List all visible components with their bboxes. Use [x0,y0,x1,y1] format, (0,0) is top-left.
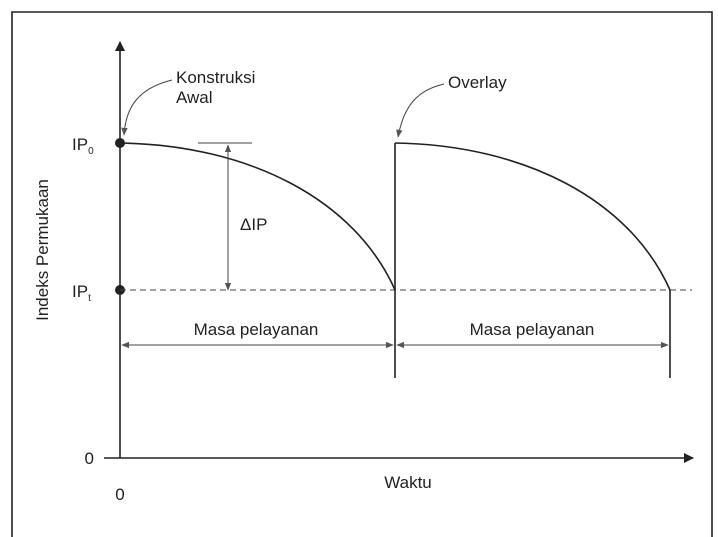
annotation: Konstruksi Awal [176,68,255,107]
annotation-arrow [396,83,445,138]
y-axis-label: Indeks Permukaan [33,179,52,321]
delta-label: ΔIP [240,215,267,234]
frame [11,11,713,537]
ipt-label: IPt [72,282,91,304]
x-axis-label: Waktu [384,473,432,492]
annotation: Overlay [448,73,507,92]
period-label: Masa pelayanan [470,320,595,339]
deterioration-curve [394,142,671,291]
x-origin: 0 [115,485,124,504]
annotation-arrow [121,79,173,136]
y-origin: 0 [85,449,94,468]
deterioration-curve [119,142,396,291]
ip0-label: IP0 [72,135,94,157]
period-label: Masa pelayanan [194,320,319,339]
